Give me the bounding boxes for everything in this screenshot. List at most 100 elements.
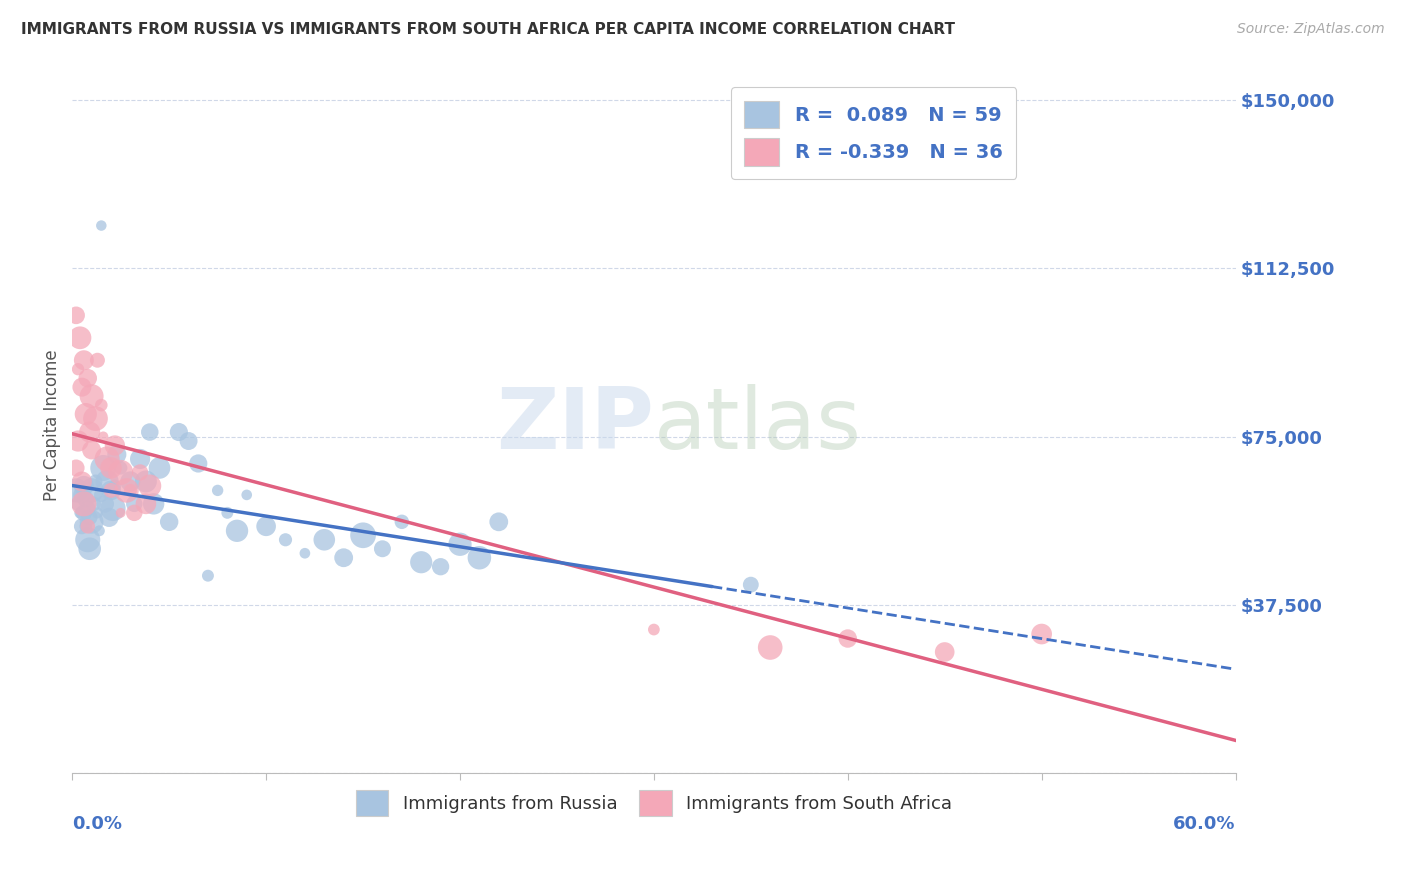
Point [100,483,122,498]
Text: 60.0%: 60.0% [1173,815,1236,833]
Point [371,541,394,556]
Point [254,519,277,533]
Point [76,533,98,547]
Point [94,497,117,511]
Text: IMMIGRANTS FROM RUSSIA VS IMMIGRANTS FROM SOUTH AFRICA PER CAPITA INCOME CORRELA: IMMIGRANTS FROM RUSSIA VS IMMIGRANTS FRO… [21,22,955,37]
Text: ZIP: ZIP [496,384,654,467]
Point [157,515,180,529]
Point [73,479,96,493]
Point [101,501,124,516]
Point [69,506,91,520]
Point [67,434,90,448]
Point [100,483,122,498]
Point [73,353,96,368]
Point [96,452,118,467]
Point [91,429,114,443]
Point [75,492,97,507]
Point [740,577,762,591]
Legend: Immigrants from Russia, Immigrants from South Africa: Immigrants from Russia, Immigrants from … [344,780,963,827]
Point [98,510,121,524]
Point [65,309,87,323]
Point [84,411,107,425]
Point [90,488,112,502]
Point [129,452,152,467]
Point [89,524,111,538]
Point [148,461,170,475]
Y-axis label: Per Capita Income: Per Capita Income [44,350,60,501]
Point [70,380,93,394]
Point [759,640,782,655]
Point [70,488,93,502]
Point [80,483,103,498]
Text: Source: ZipAtlas.com: Source: ZipAtlas.com [1237,22,1385,37]
Point [411,555,433,569]
Point [105,448,128,462]
Point [1031,627,1053,641]
Point [90,398,112,412]
Point [332,550,354,565]
Point [468,550,491,565]
Point [73,506,96,520]
Point [142,497,165,511]
Point [197,568,219,582]
Point [96,475,118,489]
Point [226,524,249,538]
Point [391,515,413,529]
Point [135,475,157,489]
Point [86,506,108,520]
Point [129,466,152,480]
Point [274,533,297,547]
Point [110,466,132,480]
Point [83,497,105,511]
Point [294,546,316,560]
Point [187,457,209,471]
Point [90,219,112,233]
Point [73,497,96,511]
Point [86,353,108,368]
Point [100,461,122,475]
Point [76,519,98,533]
Point [67,362,90,376]
Point [449,537,471,551]
Point [207,483,229,498]
Point [65,483,87,498]
Point [79,510,101,524]
Point [139,479,162,493]
Point [104,479,127,493]
Point [75,519,97,533]
Point [837,632,859,646]
Point [76,501,98,516]
Point [91,461,114,475]
Point [217,506,239,520]
Point [177,434,200,448]
Point [80,389,103,403]
Point [75,407,97,421]
Point [80,515,103,529]
Point [115,483,138,498]
Point [429,559,451,574]
Point [79,541,101,556]
Point [70,519,93,533]
Point [120,483,142,498]
Point [80,442,103,457]
Text: atlas: atlas [654,384,862,467]
Point [124,506,146,520]
Text: 0.0%: 0.0% [72,815,122,833]
Point [314,533,336,547]
Point [79,425,101,439]
Point [139,425,162,439]
Point [70,475,93,489]
Point [69,331,91,345]
Point [65,461,87,475]
Point [135,497,157,511]
Point [120,475,142,489]
Point [67,497,90,511]
Point [104,438,127,452]
Point [235,488,257,502]
Point [643,623,665,637]
Point [84,475,107,489]
Point [934,645,956,659]
Point [352,528,374,542]
Point [110,461,132,475]
Point [76,371,98,385]
